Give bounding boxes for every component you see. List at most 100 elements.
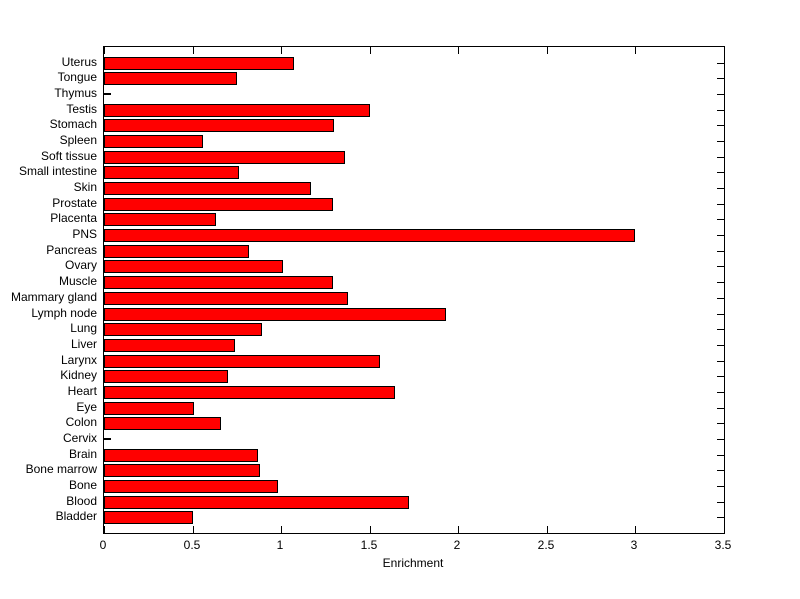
category-label: Cervix bbox=[62, 431, 97, 445]
category-label: Heart bbox=[67, 384, 97, 398]
category-label: Small intestine bbox=[18, 164, 97, 178]
y-tick-right bbox=[717, 455, 724, 456]
x-tick-bottom bbox=[458, 526, 459, 533]
x-tick-top bbox=[281, 47, 282, 54]
y-tick-right bbox=[717, 157, 724, 158]
y-tick-right bbox=[717, 219, 724, 220]
category-label: Colon bbox=[65, 415, 97, 429]
category-label: Lung bbox=[70, 321, 97, 335]
x-tick-label: 3 bbox=[630, 538, 638, 552]
x-tick-label: 1 bbox=[276, 538, 284, 552]
bar bbox=[104, 292, 348, 305]
x-tick-bottom bbox=[724, 526, 725, 533]
x-tick-label: 0.5 bbox=[183, 538, 201, 552]
plot-area bbox=[103, 46, 725, 534]
category-label: Bone marrow bbox=[25, 462, 97, 476]
bar bbox=[104, 213, 216, 226]
category-label: Skin bbox=[73, 180, 97, 194]
y-tick-right bbox=[717, 486, 724, 487]
x-tick-bottom bbox=[370, 526, 371, 533]
category-label: Liver bbox=[70, 337, 97, 351]
x-tick-label: 1.5 bbox=[360, 538, 378, 552]
zero-value-dash bbox=[104, 438, 111, 440]
bar bbox=[104, 339, 235, 352]
category-label: Lymph node bbox=[31, 306, 97, 320]
bar bbox=[104, 198, 333, 211]
bar bbox=[104, 276, 333, 289]
category-label: Kidney bbox=[60, 368, 97, 382]
bar bbox=[104, 480, 278, 493]
category-label: Spleen bbox=[59, 133, 97, 147]
bar bbox=[104, 386, 395, 399]
y-tick-right bbox=[717, 235, 724, 236]
category-label: Uterus bbox=[61, 55, 97, 69]
x-tick-bottom bbox=[281, 526, 282, 533]
y-tick-right bbox=[717, 141, 724, 142]
y-tick-right bbox=[717, 314, 724, 315]
category-label: Prostate bbox=[52, 196, 97, 210]
y-tick-right bbox=[717, 172, 724, 173]
bar bbox=[104, 229, 635, 242]
y-tick-right bbox=[717, 423, 724, 424]
y-tick-right bbox=[717, 345, 724, 346]
bar bbox=[104, 135, 203, 148]
x-tick-top bbox=[635, 47, 636, 54]
y-tick-right bbox=[717, 282, 724, 283]
category-label: Soft tissue bbox=[40, 149, 97, 163]
category-label: Stomach bbox=[49, 117, 97, 131]
bar bbox=[104, 511, 193, 524]
x-tick-label: 2 bbox=[453, 538, 461, 552]
bar bbox=[104, 182, 311, 195]
y-tick-right bbox=[717, 408, 724, 409]
x-tick-label: 2.5 bbox=[537, 538, 555, 552]
y-tick-right bbox=[717, 94, 724, 95]
x-tick-label: 3.5 bbox=[714, 538, 732, 552]
x-tick-top bbox=[193, 47, 194, 54]
bar bbox=[104, 260, 283, 273]
y-tick-right bbox=[717, 78, 724, 79]
y-tick-right bbox=[717, 266, 724, 267]
y-tick-right bbox=[717, 470, 724, 471]
bar bbox=[104, 449, 258, 462]
bar bbox=[104, 245, 249, 258]
bar bbox=[104, 323, 262, 336]
category-label: Eye bbox=[76, 400, 97, 414]
x-tick-bottom bbox=[547, 526, 548, 533]
y-tick-right bbox=[717, 376, 724, 377]
y-tick-right bbox=[717, 517, 724, 518]
category-label: Placenta bbox=[50, 211, 97, 225]
x-tick-top bbox=[370, 47, 371, 54]
category-label: Blood bbox=[66, 494, 97, 508]
y-tick-right bbox=[717, 329, 724, 330]
category-label: Tongue bbox=[57, 70, 97, 84]
x-axis-label: Enrichment bbox=[382, 556, 444, 570]
bar bbox=[104, 151, 345, 164]
x-tick-bottom bbox=[104, 526, 105, 533]
category-label: Muscle bbox=[58, 274, 97, 288]
category-label: Larynx bbox=[60, 353, 97, 367]
y-tick-right bbox=[717, 251, 724, 252]
x-tick-top bbox=[104, 47, 105, 54]
y-tick-right bbox=[717, 439, 724, 440]
y-tick-right bbox=[717, 125, 724, 126]
bar bbox=[104, 72, 237, 85]
category-label: Ovary bbox=[64, 258, 97, 272]
category-label: Testis bbox=[66, 102, 97, 116]
x-tick-bottom bbox=[193, 526, 194, 533]
bar bbox=[104, 464, 260, 477]
bar bbox=[104, 104, 370, 117]
bar bbox=[104, 496, 409, 509]
bar bbox=[104, 355, 380, 368]
y-tick-right bbox=[717, 204, 724, 205]
category-label: Pancreas bbox=[46, 243, 97, 257]
category-label: Bone bbox=[68, 478, 97, 492]
x-tick-top bbox=[458, 47, 459, 54]
x-tick-top bbox=[724, 47, 725, 54]
bar bbox=[104, 402, 194, 415]
y-tick-right bbox=[717, 502, 724, 503]
zero-value-dash bbox=[104, 93, 111, 95]
bar bbox=[104, 370, 228, 383]
y-tick-right bbox=[717, 63, 724, 64]
y-tick-right bbox=[717, 298, 724, 299]
